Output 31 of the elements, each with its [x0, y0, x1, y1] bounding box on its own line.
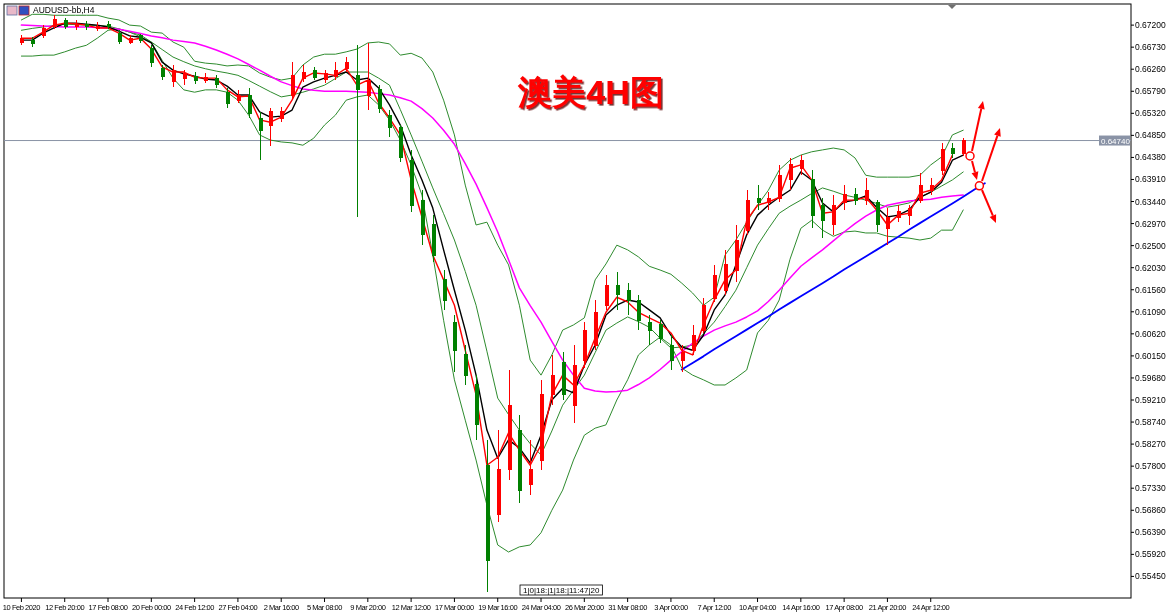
y-tick-label: 0.56860 [1135, 505, 1166, 516]
y-tick-label: 0.67200 [1135, 20, 1166, 31]
y-tick-label: 0.61090 [1135, 306, 1166, 317]
y-tick-label: 0.58270 [1135, 439, 1166, 450]
y-tick-label: 0.65790 [1135, 86, 1166, 97]
y-tick-label: 0.66730 [1135, 42, 1166, 53]
y-tick-label: 0.60150 [1135, 350, 1166, 361]
y-tick-label: 0.64380 [1135, 152, 1166, 163]
y-tick-label: 0.62500 [1135, 240, 1166, 251]
y-tick-label: 0.59210 [1135, 395, 1166, 405]
y-tick-label: 0.57330 [1135, 483, 1166, 494]
y-tick-label: 0.62970 [1135, 218, 1166, 229]
text: 澳美4H图 [517, 73, 664, 111]
y-tick-label: 0.65320 [1135, 108, 1166, 119]
y-tick-label: 0.59680 [1135, 372, 1166, 383]
ref-line-label: 0.64740 [1101, 136, 1131, 146]
y-tick-label: 0.64850 [1135, 130, 1166, 141]
annotation: 1|0|18:|1|18:|11:47|20 [523, 586, 600, 595]
line-series [680, 182, 986, 371]
y-tick-label: 0.55450 [1135, 571, 1166, 582]
y-tick-label: 0.63440 [1135, 196, 1166, 207]
y-tick-label: 0.66260 [1135, 64, 1166, 75]
y-tick-label: 0.55920 [1135, 549, 1166, 560]
y-tick-label: 0.62030 [1135, 262, 1166, 273]
y-tick-label: 0.56390 [1135, 527, 1166, 538]
y-tick-label: 0.57800 [1135, 461, 1166, 472]
y-tick-label: 0.63910 [1135, 174, 1166, 185]
y-tick-label: 0.58740 [1135, 417, 1166, 428]
chart-subtitle: AUDUSD-bb,H4 [33, 5, 95, 15]
y-tick-label: 0.61560 [1135, 284, 1166, 295]
y-tick-label: 0.60620 [1135, 328, 1166, 339]
